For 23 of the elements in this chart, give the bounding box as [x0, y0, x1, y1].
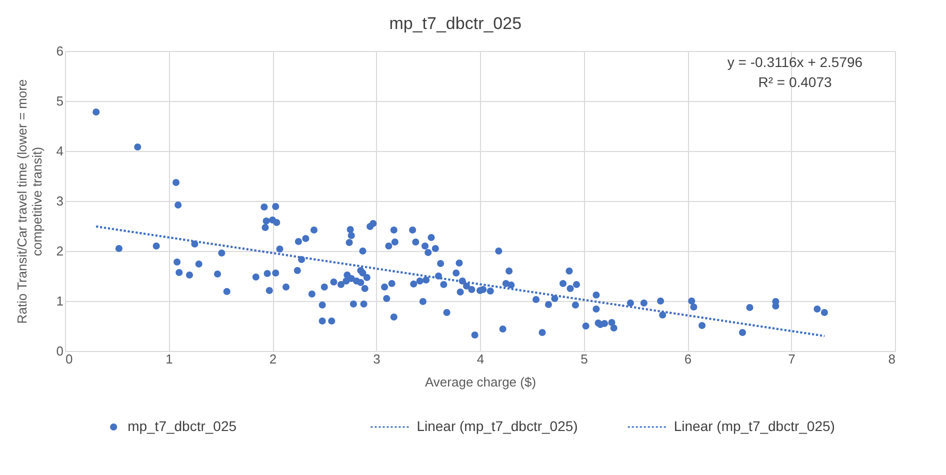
- y-tick-label: 3: [56, 194, 64, 208]
- x-tick-label: 0: [66, 352, 73, 366]
- x-tick-label: 1: [166, 352, 173, 366]
- x-tick-label: 4: [476, 352, 484, 366]
- x-axis-title: Average charge ($): [424, 374, 536, 390]
- y-tick-label: 6: [56, 44, 64, 58]
- x-tick-label: 6: [684, 352, 692, 366]
- x-tick-label: 7: [788, 352, 796, 366]
- legend-label: Linear (mp_t7_dbctr_025): [416, 418, 578, 434]
- legend-label: Linear (mp_t7_dbctr_025): [674, 418, 835, 434]
- annotation: R² = 0.4073: [758, 74, 832, 90]
- y-tick-label: 2: [56, 244, 64, 258]
- y-tick-label: 5: [56, 94, 64, 108]
- legend-label: mp_t7_dbctr_025: [128, 418, 237, 434]
- y-tick-label: 4: [56, 144, 64, 158]
- y-axis-title: Ratio Transit/Car travel time (lower = more competitive transit): [14, 79, 44, 324]
- x-tick-label: 2: [269, 352, 277, 366]
- x-tick-label: 3: [373, 352, 380, 366]
- y-tick-label: 1: [56, 294, 64, 308]
- annotation: y = -0.3116x + 2.5796: [727, 54, 863, 70]
- x-tick-label: 8: [888, 352, 896, 366]
- chart-title: mp_t7_dbctr_025: [389, 14, 522, 33]
- x-tick-label: 5: [580, 352, 588, 366]
